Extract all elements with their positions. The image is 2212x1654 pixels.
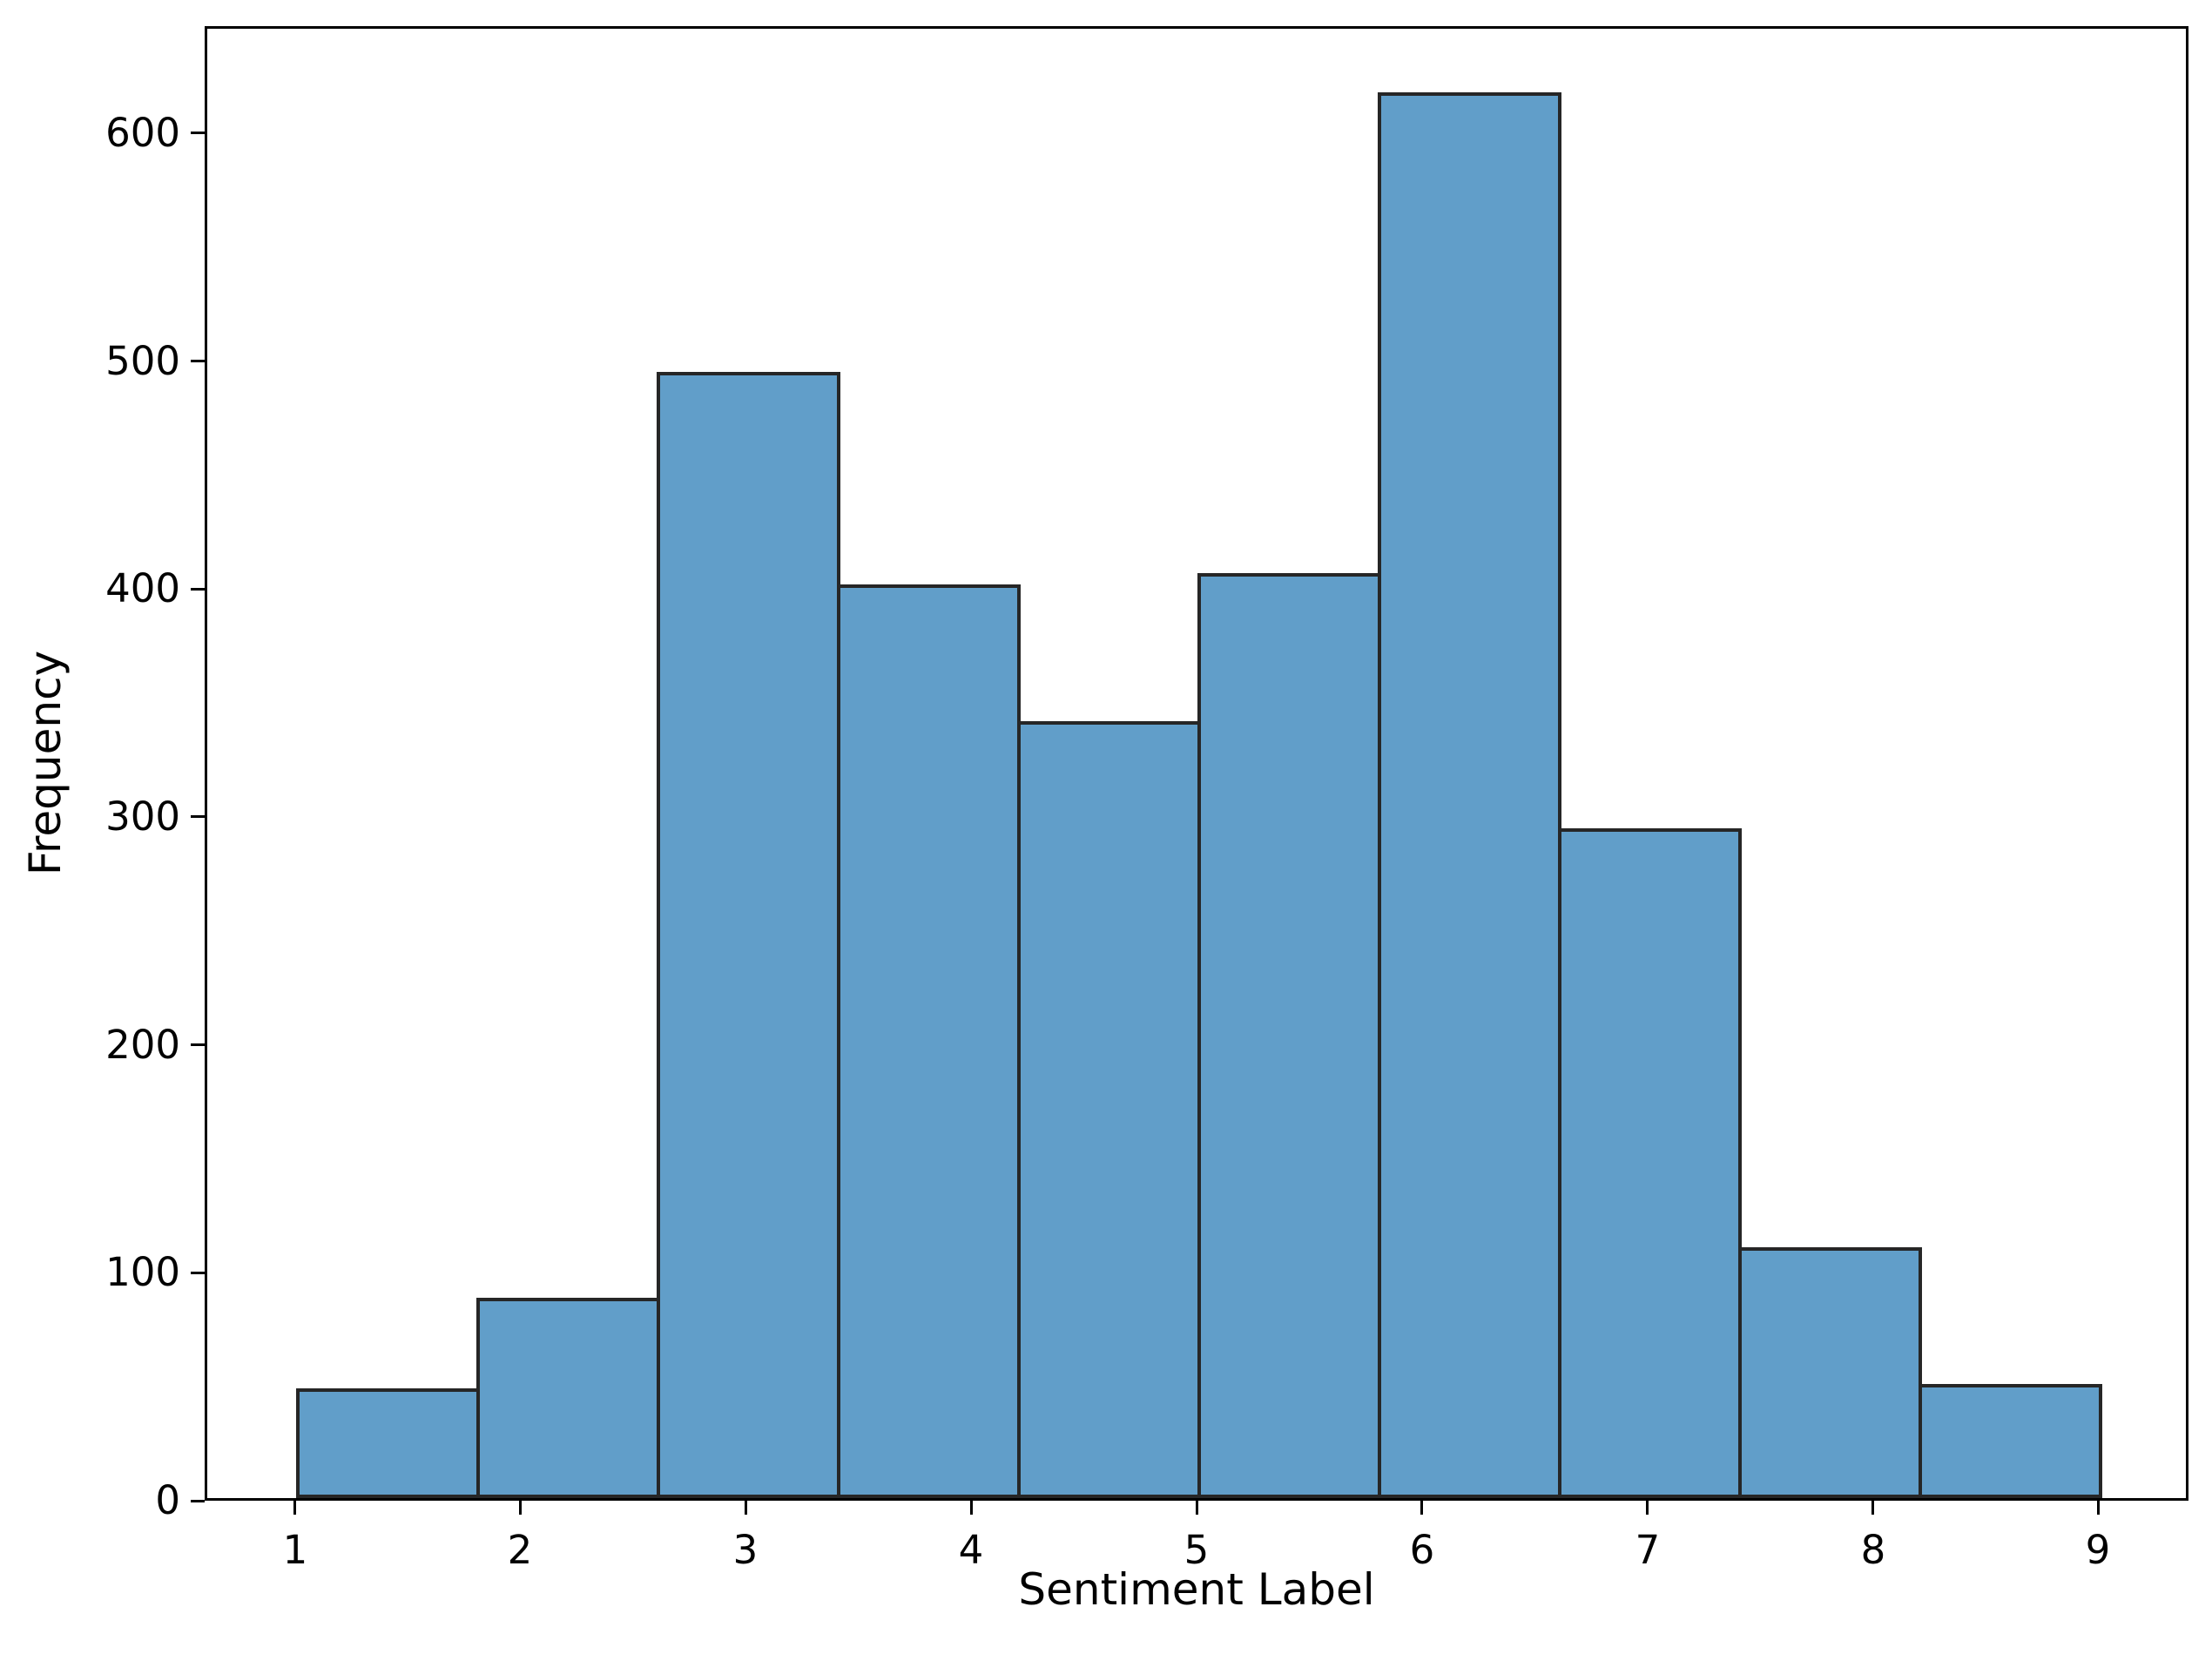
histogram-bar xyxy=(296,1388,480,1498)
x-axis-tick xyxy=(1646,1501,1649,1515)
x-axis-tick xyxy=(1420,1501,1423,1515)
x-tick-label: 5 xyxy=(1184,1527,1210,1573)
x-axis-tick xyxy=(293,1501,296,1515)
y-axis-tick xyxy=(191,1500,205,1502)
x-tick-label: 9 xyxy=(2085,1527,2111,1573)
y-axis-tick xyxy=(191,132,205,134)
y-tick-label: 400 xyxy=(105,565,180,611)
x-tick-label: 8 xyxy=(1860,1527,1886,1573)
y-tick-label: 0 xyxy=(155,1477,180,1523)
y-axis-tick xyxy=(191,588,205,591)
y-tick-label: 200 xyxy=(105,1022,180,1068)
y-axis-label: Frequency xyxy=(20,650,71,876)
x-tick-label: 7 xyxy=(1635,1527,1661,1573)
histogram-bar xyxy=(837,584,1021,1498)
histogram-bar xyxy=(1017,721,1201,1498)
y-tick-label: 600 xyxy=(105,110,180,156)
histogram-bar xyxy=(476,1298,660,1498)
y-tick-label: 300 xyxy=(105,793,180,840)
x-axis-tick xyxy=(1871,1501,1874,1515)
x-axis-label: Sentiment Label xyxy=(1018,1564,1375,1615)
y-axis-tick xyxy=(191,360,205,362)
histogram-bar xyxy=(1738,1247,1922,1498)
histogram-bar xyxy=(1197,573,1381,1498)
x-axis-tick xyxy=(2097,1501,2100,1515)
x-tick-label: 3 xyxy=(732,1527,759,1573)
x-axis-tick xyxy=(1196,1501,1198,1515)
x-tick-label: 6 xyxy=(1409,1527,1435,1573)
x-axis-tick xyxy=(745,1501,747,1515)
x-axis-tick xyxy=(970,1501,973,1515)
y-tick-label: 100 xyxy=(105,1249,180,1295)
plot-area xyxy=(205,26,2188,1501)
histogram-bar xyxy=(1378,92,1561,1498)
x-tick-label: 4 xyxy=(958,1527,984,1573)
y-axis-tick xyxy=(191,815,205,818)
histogram-bar xyxy=(1919,1384,2102,1498)
x-tick-label: 2 xyxy=(507,1527,533,1573)
y-axis-tick xyxy=(191,1272,205,1274)
x-tick-label: 1 xyxy=(282,1527,308,1573)
y-tick-label: 500 xyxy=(105,338,180,384)
histogram-bar xyxy=(1558,828,1742,1498)
histogram-bar xyxy=(657,372,840,1498)
y-axis-tick xyxy=(191,1043,205,1046)
x-axis-tick xyxy=(519,1501,522,1515)
